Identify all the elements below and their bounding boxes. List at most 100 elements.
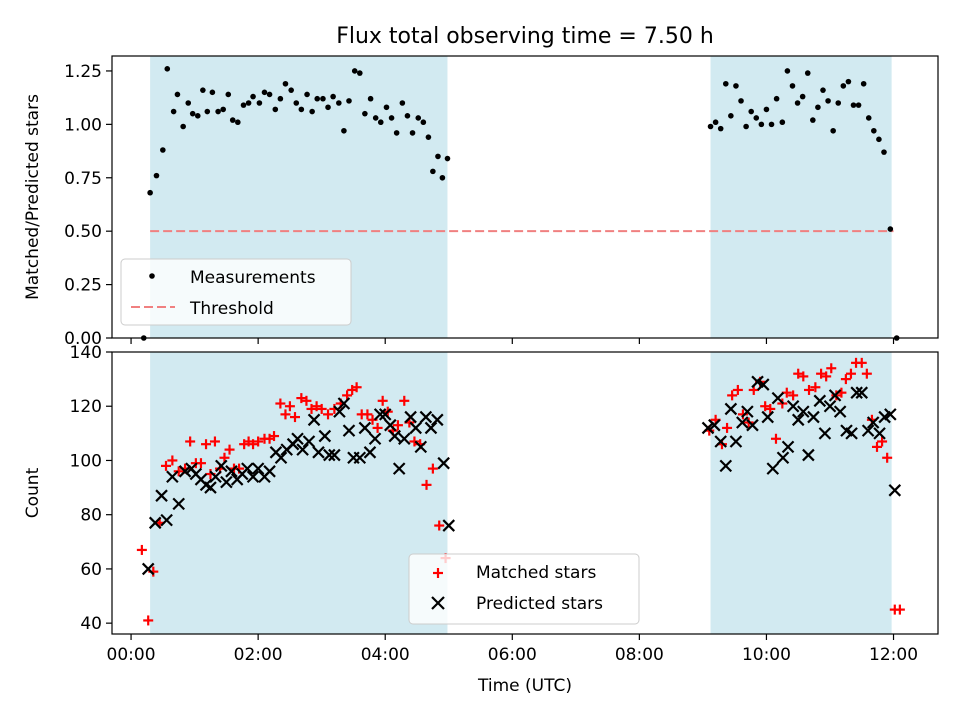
- predicted-star-point: [850, 386, 863, 399]
- x-stroke-b: [714, 435, 727, 448]
- x-stroke-b: [437, 456, 450, 470]
- measurement-point: [707, 123, 714, 130]
- matched-star-point: [788, 390, 799, 401]
- x-stroke-b: [442, 519, 456, 532]
- x-stroke-b: [225, 465, 238, 478]
- measurement-point: [164, 66, 171, 72]
- x-stroke-b: [802, 448, 815, 462]
- predicted-star-point: [246, 470, 260, 484]
- x-stroke-b: [274, 451, 288, 465]
- measurement-point: [272, 106, 279, 113]
- matched-star-point: [316, 403, 327, 414]
- predicted-star-point: [378, 408, 392, 421]
- predicted-star-point: [141, 562, 155, 576]
- x-stroke-b: [884, 408, 897, 421]
- measurement-point: [881, 149, 887, 155]
- predicted-star-point: [302, 435, 316, 448]
- measurement-point: [147, 189, 153, 196]
- x-stroke-b: [724, 402, 738, 416]
- predicted-star-point: [307, 413, 321, 427]
- x-stroke-b: [328, 448, 341, 462]
- measurement-point: [420, 119, 427, 126]
- measurement-point: [722, 80, 729, 87]
- bottom-panel: 40 60 80 100 120 140 00:00 02:00 04:00 06:00 08:00…: [23, 343, 939, 696]
- x-stroke-b: [736, 416, 749, 429]
- y-tick-label: 0.50: [64, 222, 102, 242]
- matched-star-point: [427, 463, 438, 474]
- x-stroke-b: [353, 451, 367, 465]
- predicted-star-point: [333, 405, 346, 418]
- matched-star-point: [143, 615, 154, 626]
- predicted-star-point: [368, 432, 382, 446]
- x-stroke-b: [263, 465, 276, 478]
- x-stroke-b: [861, 424, 875, 437]
- x-stroke-b: [409, 421, 422, 435]
- measurement-point: [820, 87, 826, 93]
- predicted-star-point: [373, 408, 387, 421]
- matched-star-point: [765, 403, 776, 414]
- matched-star-point: [409, 436, 420, 447]
- predicted-star-point: [318, 429, 332, 443]
- measurement-point: [377, 119, 384, 126]
- x-stroke-b: [178, 465, 192, 478]
- measurement-point: [174, 91, 181, 98]
- matched-star-point: [219, 452, 230, 463]
- top-axis-ticks: 0.00 0.25 0.50 0.75 1.00 1.25: [64, 62, 895, 349]
- measurement-point: [404, 113, 411, 119]
- predicted-star-point: [861, 424, 875, 437]
- measurement-point: [194, 113, 201, 119]
- x-stroke-b: [337, 397, 351, 410]
- shaded-span: [710, 352, 892, 634]
- matched-star-point: [311, 401, 322, 412]
- predicted-star-point: [358, 421, 372, 435]
- x-stroke-b: [850, 386, 863, 399]
- x-stroke-b: [729, 435, 743, 448]
- x-stroke-b: [296, 443, 309, 456]
- measurement-point: [865, 115, 872, 121]
- x-stroke-b: [318, 429, 332, 443]
- y-tick-label: 80: [80, 506, 102, 526]
- predicted-star-point: [172, 497, 185, 511]
- measurement-point: [215, 108, 221, 115]
- x-stroke-b: [414, 440, 428, 454]
- matched-star-point: [856, 357, 867, 368]
- legend-matched-marker: [433, 568, 443, 578]
- measurement-point: [430, 168, 436, 175]
- measurement-point: [200, 87, 206, 93]
- x-stroke-b: [307, 413, 321, 427]
- measurement-point: [794, 100, 801, 106]
- measurement-point: [314, 95, 321, 102]
- x-stroke-b: [888, 484, 902, 497]
- predicted-star-point: [756, 378, 770, 391]
- predicted-star-point: [776, 451, 790, 465]
- matched-star-point: [804, 384, 815, 395]
- measurement-point: [266, 91, 273, 98]
- x-stroke-b: [251, 462, 265, 475]
- y-tick-label: 0.25: [64, 276, 102, 296]
- x-tick-label: 00:00: [107, 645, 156, 665]
- measurement-point: [388, 115, 395, 121]
- matched-star-point: [195, 458, 206, 469]
- matched-star-point: [882, 452, 893, 463]
- measurement-point: [799, 93, 806, 100]
- x-stroke-b: [363, 446, 377, 459]
- x-stroke-b: [818, 427, 832, 440]
- measurement-point: [415, 115, 422, 121]
- predicted-star-point: [701, 421, 715, 435]
- measurement-point: [768, 121, 775, 128]
- matched-star-point: [816, 368, 827, 379]
- measurement-point: [282, 80, 289, 87]
- predicted-star-point: [786, 399, 800, 413]
- x-stroke-b: [786, 399, 800, 413]
- measurement-point: [444, 155, 451, 162]
- legend-threshold-label: Threshold: [189, 299, 274, 319]
- matched-star-point: [201, 439, 212, 450]
- measurement-point: [825, 98, 831, 104]
- predicted-star-point: [791, 413, 805, 427]
- matched-star-point: [253, 436, 264, 447]
- predicted-star-point: [833, 405, 847, 418]
- x-stroke-b: [220, 475, 233, 489]
- measurement-point: [261, 89, 268, 96]
- matched-star-point: [861, 368, 872, 379]
